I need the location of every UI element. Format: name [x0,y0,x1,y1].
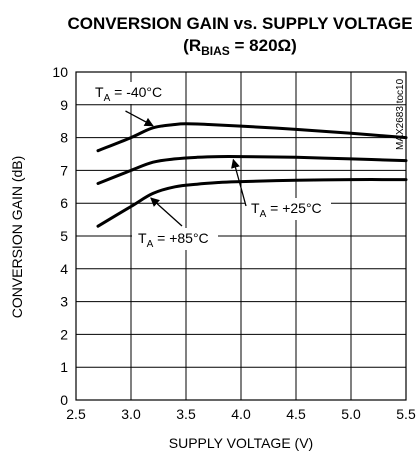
y-tick-label: 8 [60,130,68,146]
label-sub: A [260,209,267,220]
y-tick-label: 2 [60,326,68,342]
label-plus85: TA = +85°C [138,230,209,250]
y-tick-label: 10 [52,64,68,80]
label-minus40-arrow [125,110,154,127]
x-tick-label: 5.0 [341,406,361,422]
label-t: T [95,84,104,100]
label-plus25-arrow [231,158,247,207]
series-line-plus85 [96,178,408,228]
y-tick-label: 9 [60,97,68,113]
annotations: TA = -40°CTA = +25°CTA = +85°C [89,82,331,250]
label-rest: = -40°C [110,84,162,100]
label-sub: A [104,93,111,104]
tick-labels: 2.5 3.0 3.5 4.0 4.5 5.0 5.5 0 1 2 3 4 5 6 7 8 9 10 [52,64,416,422]
axes [75,71,407,401]
series-lines [96,122,408,228]
label-minus40: TA = -40°C [95,84,162,104]
plot-frame [75,71,407,401]
series-line-minus40 [96,122,408,153]
series-line-plus25 [96,155,408,185]
subtitle-suffix: = 820Ω) [230,36,297,55]
label-plus25-bg [245,198,331,220]
label-rest: = +25°C [266,200,321,216]
x-tick-label: 2.5 [66,406,86,422]
x-tick-label: 3.0 [121,406,141,422]
y-tick-label: 4 [60,261,68,277]
label-rest: = +85°C [153,230,208,246]
label-minus40-bg [89,82,175,104]
grid [75,71,407,401]
label-sub: A [147,239,154,250]
label-plus25: TA = +25°C [251,200,322,220]
chart-title: CONVERSION GAIN vs. SUPPLY VOLTAGE [67,14,412,33]
subtitle-prefix: (R [183,36,201,55]
label-plus85-bg [132,228,218,250]
x-tick-label: 5.5 [396,406,416,422]
subtitle-sub: BIAS [201,44,230,58]
y-tick-label: 0 [60,392,68,408]
label-plus85-arrow [150,197,183,227]
watermark: MAX2683 toc10 [395,78,406,150]
x-tick-label: 4.5 [286,406,306,422]
x-tick-label: 3.5 [176,406,196,422]
y-axis-label: CONVERSION GAIN (dB) [9,156,25,319]
label-t: T [138,230,147,246]
y-tick-label: 6 [60,195,68,211]
chart-subtitle: (RBIAS = 820Ω) [183,36,297,58]
y-tick-label: 7 [60,162,68,178]
y-tick-label: 3 [60,294,68,310]
x-tick-label: 4.0 [231,406,251,422]
x-axis-label: SUPPLY VOLTAGE (V) [169,435,313,451]
y-tick-label: 5 [60,228,68,244]
y-tick-label: 1 [60,359,68,375]
label-t: T [251,200,260,216]
